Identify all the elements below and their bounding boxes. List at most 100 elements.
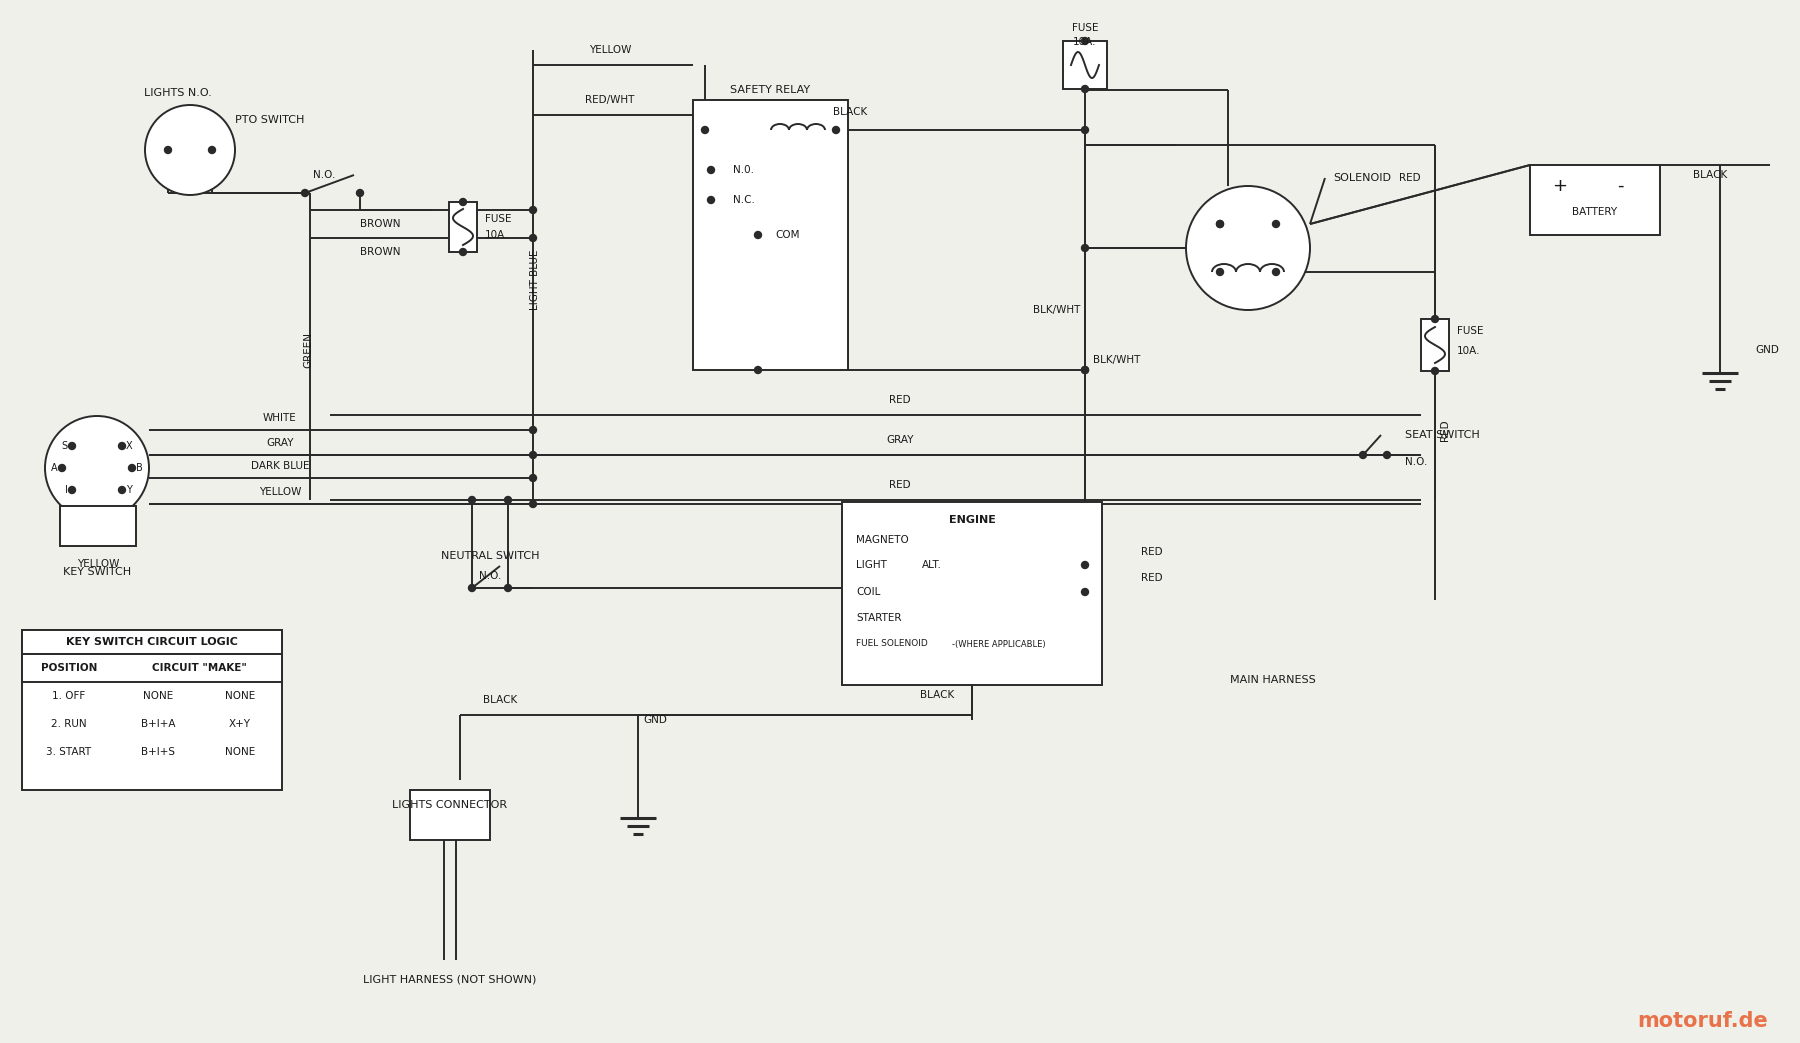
Text: -: -	[1616, 177, 1624, 195]
Text: S: S	[61, 441, 68, 451]
Circle shape	[119, 442, 126, 450]
Circle shape	[707, 196, 715, 203]
Text: ENGINE: ENGINE	[949, 515, 995, 525]
Text: LIGHTS CONNECTOR: LIGHTS CONNECTOR	[392, 800, 508, 810]
Text: B: B	[137, 463, 142, 472]
Circle shape	[1217, 268, 1224, 275]
Text: YELLOW: YELLOW	[259, 487, 301, 498]
Circle shape	[209, 146, 216, 153]
Circle shape	[68, 486, 76, 493]
Text: NEUTRAL SWITCH: NEUTRAL SWITCH	[441, 551, 540, 561]
Text: RED: RED	[1399, 173, 1420, 183]
Text: BROWN: BROWN	[360, 247, 400, 257]
Text: YELLOW: YELLOW	[77, 559, 119, 569]
Bar	[22, 654, 283, 682]
Text: 10A.: 10A.	[484, 231, 508, 240]
Text: I: I	[65, 485, 68, 495]
Circle shape	[529, 501, 536, 508]
Text: RED: RED	[1141, 547, 1163, 557]
Text: RED: RED	[889, 480, 911, 490]
Circle shape	[468, 496, 475, 504]
Circle shape	[1431, 367, 1438, 374]
Circle shape	[1217, 220, 1224, 227]
Circle shape	[1186, 186, 1310, 310]
Circle shape	[128, 464, 135, 471]
Text: SEAT SWITCH: SEAT SWITCH	[1406, 430, 1480, 440]
Text: B+I+A: B+I+A	[140, 719, 175, 729]
Circle shape	[529, 452, 536, 459]
Text: POSITION: POSITION	[41, 663, 97, 673]
Text: KEY SWITCH: KEY SWITCH	[63, 567, 131, 577]
Text: RED: RED	[1141, 573, 1163, 583]
Circle shape	[504, 496, 511, 504]
Text: NONE: NONE	[225, 692, 256, 701]
Text: CIRCUIT "MAKE": CIRCUIT "MAKE"	[151, 663, 247, 673]
Text: STARTER: STARTER	[857, 613, 902, 623]
Bar	[22, 630, 283, 790]
Text: X: X	[126, 441, 133, 451]
Circle shape	[529, 207, 536, 214]
Text: N.O.: N.O.	[1406, 457, 1427, 467]
Circle shape	[1384, 452, 1390, 459]
Circle shape	[1082, 244, 1089, 251]
Bar	[1420, 319, 1449, 371]
Text: 2. RUN: 2. RUN	[50, 719, 86, 729]
Text: 3. START: 3. START	[47, 747, 92, 757]
Circle shape	[1431, 315, 1438, 322]
Text: NONE: NONE	[225, 747, 256, 757]
Circle shape	[164, 146, 171, 153]
Text: 1. OFF: 1. OFF	[52, 692, 86, 701]
Circle shape	[356, 190, 364, 196]
Circle shape	[1082, 588, 1089, 596]
Circle shape	[754, 232, 761, 239]
Circle shape	[1082, 86, 1089, 93]
Circle shape	[1082, 366, 1089, 373]
Circle shape	[68, 442, 76, 450]
Circle shape	[1217, 220, 1224, 227]
Circle shape	[832, 126, 839, 134]
Text: FUSE: FUSE	[1456, 326, 1483, 336]
Bar	[693, 100, 848, 370]
Circle shape	[119, 486, 126, 493]
Circle shape	[504, 584, 511, 591]
Circle shape	[1082, 126, 1089, 134]
Text: GRAY: GRAY	[266, 438, 293, 448]
Text: FUSE: FUSE	[1071, 23, 1098, 33]
Circle shape	[459, 248, 466, 256]
Bar	[1530, 165, 1660, 235]
Text: X+Y: X+Y	[229, 719, 250, 729]
Circle shape	[1082, 38, 1089, 45]
Text: COIL: COIL	[857, 587, 880, 597]
Text: Y: Y	[126, 485, 131, 495]
Circle shape	[1082, 366, 1089, 373]
Text: BLACK: BLACK	[833, 107, 868, 117]
Bar	[22, 630, 283, 654]
Text: FUEL SOLENOID: FUEL SOLENOID	[857, 639, 927, 649]
Text: BLACK: BLACK	[1692, 170, 1728, 180]
Text: RED/WHT: RED/WHT	[585, 95, 635, 105]
Bar	[448, 202, 477, 252]
Circle shape	[302, 190, 308, 196]
Text: N.C.: N.C.	[733, 195, 754, 205]
Circle shape	[529, 427, 536, 434]
Text: motoruf.de: motoruf.de	[1638, 1011, 1768, 1030]
Text: KEY SWITCH CIRCUIT LOGIC: KEY SWITCH CIRCUIT LOGIC	[67, 637, 238, 647]
Circle shape	[58, 464, 65, 471]
Text: ALT.: ALT.	[922, 560, 941, 571]
Text: RED: RED	[889, 395, 911, 405]
Circle shape	[459, 198, 466, 205]
Text: GREEN: GREEN	[302, 332, 313, 368]
Text: SOLENOID: SOLENOID	[1334, 173, 1391, 183]
Text: RED: RED	[1440, 419, 1451, 441]
Text: COM: COM	[776, 231, 799, 240]
Text: BLK/WHT: BLK/WHT	[1033, 305, 1080, 315]
Bar	[1064, 41, 1107, 89]
Text: FUSE: FUSE	[484, 214, 511, 224]
Text: LIGHT HARNESS (NOT SHOWN): LIGHT HARNESS (NOT SHOWN)	[364, 975, 536, 985]
Text: MAIN HARNESS: MAIN HARNESS	[1229, 675, 1316, 685]
Text: SAFETY RELAY: SAFETY RELAY	[731, 84, 810, 95]
Circle shape	[707, 167, 715, 173]
Circle shape	[1273, 220, 1280, 227]
Text: N.0.: N.0.	[733, 165, 754, 175]
Text: MAGNETO: MAGNETO	[857, 535, 909, 545]
